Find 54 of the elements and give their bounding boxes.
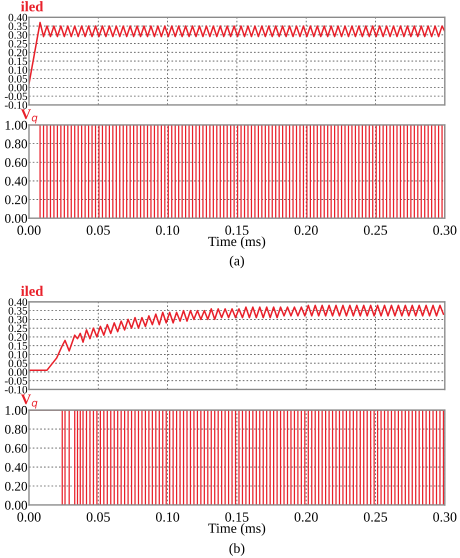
text: (a): [230, 256, 244, 268]
y-tick-label: 0.35: [8, 22, 28, 30]
y-tick-label: 0.40: [8, 298, 28, 306]
y-tick-label: 0.25: [8, 324, 28, 332]
x-tick-label: 0.05: [86, 226, 110, 235]
y-tick-label: 0.80: [5, 424, 28, 434]
y-tick-label: 0.10: [8, 66, 28, 74]
y-tick-label: 0.25: [8, 40, 28, 48]
y-tick-label: 0.00: [5, 214, 28, 223]
chart-title: iled: [20, 1, 44, 12]
y-tick-label: 0.00: [8, 84, 28, 92]
y-tick-label: 0.30: [8, 316, 28, 324]
y-tick-label: 0.15: [8, 58, 28, 66]
x-tick-label: 0.25: [364, 226, 388, 235]
x-tick-label: 0.20: [294, 512, 318, 522]
y-tick-label: 0.40: [8, 14, 28, 22]
y-tick-label: 0.15: [8, 342, 28, 350]
chart-title: iled: [20, 286, 44, 296]
x-tick-label: 0.05: [86, 512, 110, 522]
y-tick-label: 0.80: [5, 139, 28, 148]
line-series: [28, 304, 444, 371]
y-tick-label: 0.00: [8, 368, 28, 376]
y-tick-label: 0.60: [5, 444, 28, 453]
y-tick-label: -0.10: [4, 386, 28, 394]
x-tick-label: 0.25: [364, 512, 388, 522]
x-tick-label: 0.15: [225, 226, 249, 235]
y-tick-label: 0.35: [8, 307, 28, 315]
y-tick-label: 0.20: [8, 48, 28, 56]
y-tick-label: 0.60: [5, 158, 28, 168]
x-tick-label: 0.15: [225, 512, 249, 522]
x-tick-label: 0.30: [433, 512, 456, 522]
line-series: [28, 22, 445, 85]
x-tick-label: 0.00: [17, 512, 41, 522]
y-tick-label: -0.05: [4, 377, 28, 385]
x-axis-title: Time (ms): [208, 523, 266, 536]
y-tick-label: -0.05: [4, 92, 28, 100]
y-tick-label: 0.40: [5, 462, 28, 472]
x-tick-label: 0.10: [156, 226, 180, 235]
x-tick-label: 0.20: [294, 226, 318, 235]
x-tick-label: 0.10: [156, 512, 180, 522]
y-tick-label: 0.20: [5, 195, 28, 204]
y-tick-label: 0.40: [5, 176, 28, 186]
y-tick-label: 0.20: [8, 333, 28, 341]
y-tick-label: -0.10: [4, 101, 28, 109]
y-tick-label: 0.05: [8, 75, 28, 83]
y-tick-label: 0.10: [8, 350, 28, 358]
y-tick-label: 0.30: [8, 31, 28, 39]
x-tick-label: 0.00: [17, 226, 41, 235]
x-axis-title: Time (ms): [208, 236, 266, 249]
y-tick-label: 0.00: [5, 500, 28, 510]
y-tick-label: 0.05: [8, 360, 28, 368]
y-tick-label: 0.20: [5, 482, 28, 491]
text: (b): [229, 543, 244, 556]
x-tick-label: 0.30: [433, 226, 456, 235]
